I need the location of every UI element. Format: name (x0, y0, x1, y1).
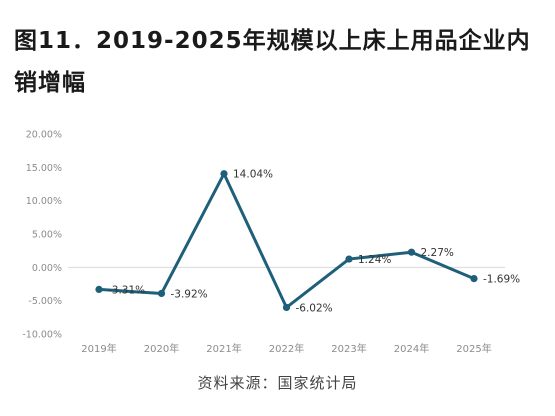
x-tick-label: 2021年 (206, 342, 241, 355)
data-point (157, 289, 166, 298)
series-line (97, 172, 476, 309)
source-note: 资料来源：国家统计局 (197, 374, 358, 392)
data-label: 14.04% (233, 169, 273, 181)
x-tick-label: 2020年 (144, 342, 179, 355)
data-label: -1.69% (483, 274, 520, 286)
x-axis: 2019年 2020年 2021年 2022年 2023年 2024年 2025年 (81, 342, 491, 355)
y-tick-label: 0.00% (32, 263, 62, 274)
data-point (345, 255, 353, 263)
y-tick-label: 20.00% (26, 130, 62, 141)
y-tick-label: -5.00% (28, 296, 62, 307)
data-labels: -3.31% -3.92% 14.04% -6.02% 1.24% 2.27% -1.69% (108, 169, 520, 315)
series-line-group (97, 172, 476, 309)
data-point (470, 275, 478, 283)
data-label: 2.27% (421, 247, 454, 259)
y-axis: 20.00% 15.00% 10.00% 5.00% 0.00% -5.00% -10.00… (22, 130, 62, 341)
data-point (282, 303, 291, 312)
data-label: 1.24% (358, 254, 391, 266)
x-tick-label: 2023年 (331, 342, 366, 355)
x-tick-label: 2019年 (81, 342, 116, 355)
y-tick-label: 15.00% (26, 163, 62, 174)
data-point (407, 248, 416, 256)
y-tick-label: 10.00% (26, 196, 62, 207)
data-point (95, 285, 103, 293)
chart-title: 图11．2019-2025年规模以上床上用品企业内销增幅 (14, 28, 531, 96)
data-point (220, 170, 228, 178)
data-label: -3.31% (108, 284, 145, 296)
data-points (95, 170, 478, 312)
data-label: -3.92% (171, 288, 208, 300)
y-tick-label: 5.00% (32, 230, 62, 241)
x-tick-label: 2025年 (456, 342, 491, 355)
x-tick-label: 2024年 (394, 342, 429, 355)
data-label: -6.02% (296, 302, 333, 314)
x-tick-label: 2022年 (269, 342, 304, 355)
y-tick-label: -10.00% (22, 330, 62, 341)
